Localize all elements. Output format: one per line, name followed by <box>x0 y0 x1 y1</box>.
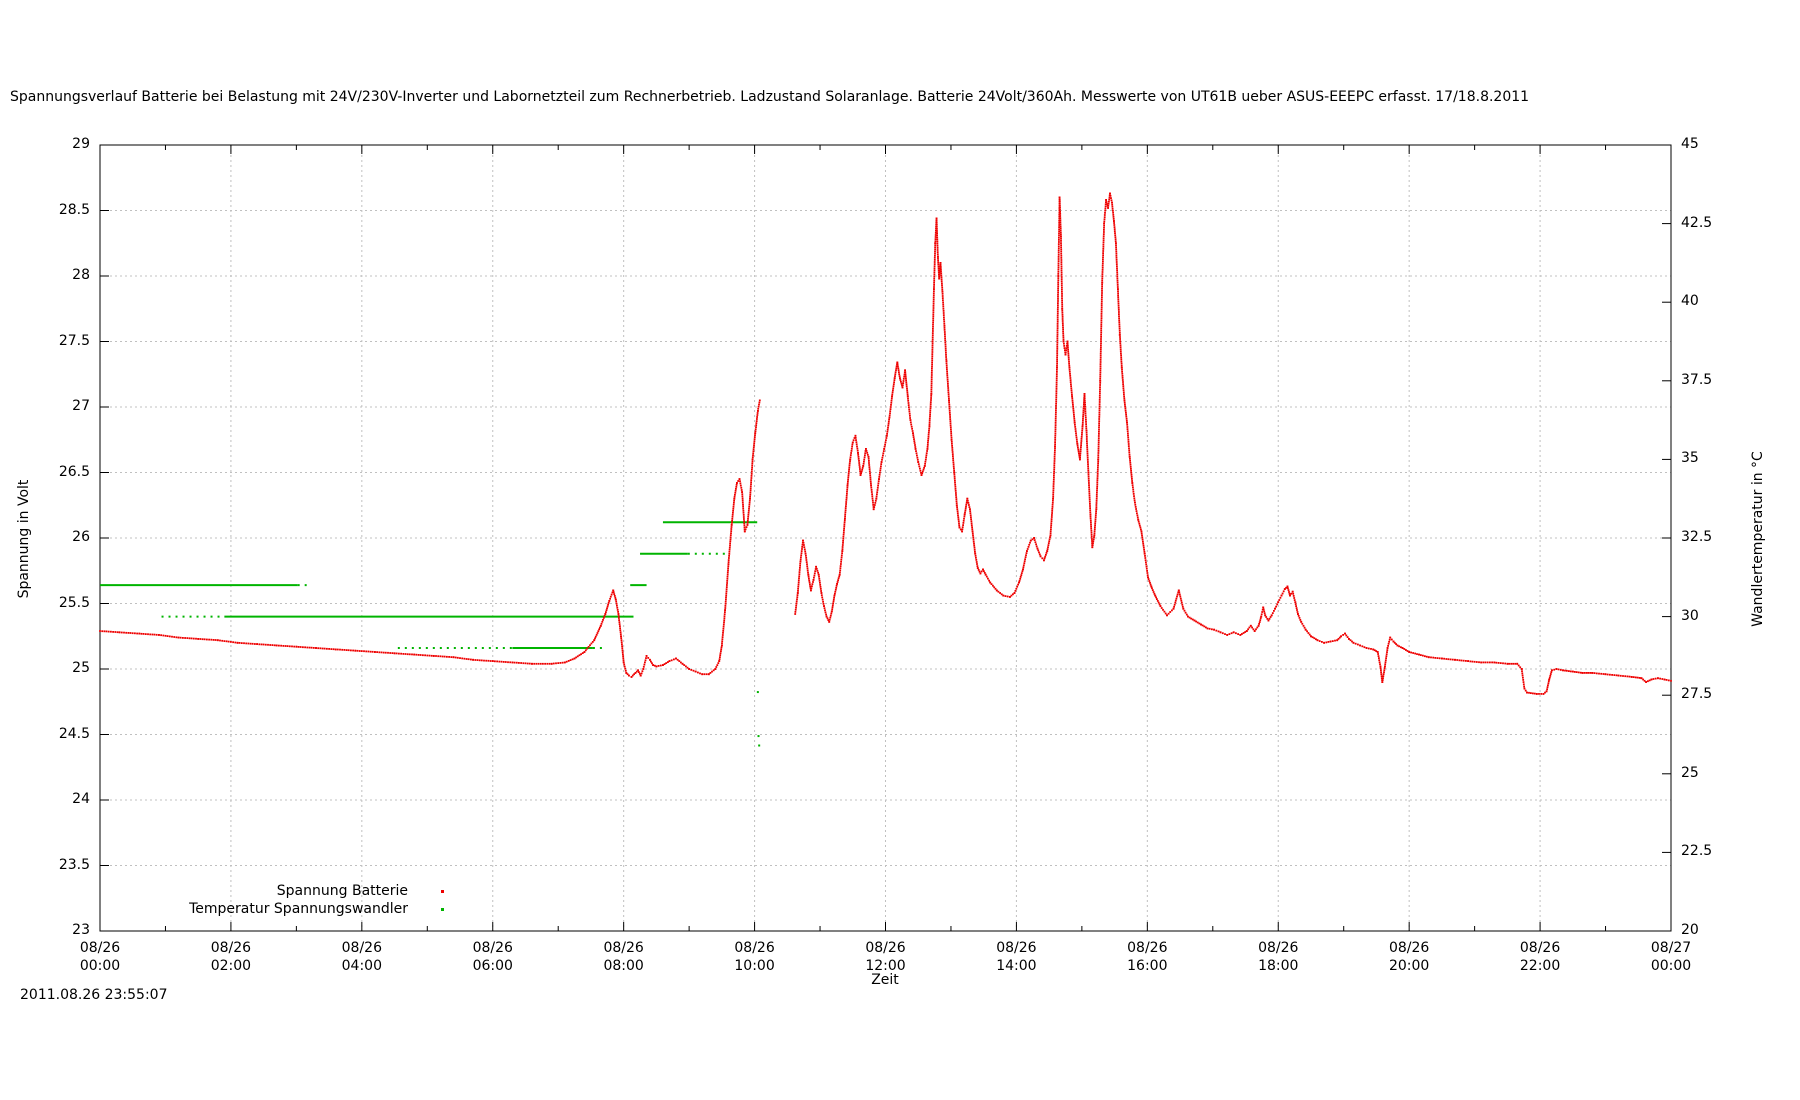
y-right-tick-label: 35 <box>1681 450 1699 467</box>
y-right-tick-label: 25 <box>1681 764 1699 781</box>
x-tick-label: 08/26 10:00 <box>734 940 775 974</box>
y-right-tick-label: 32.5 <box>1681 529 1713 545</box>
x-axis-title: Zeit <box>871 972 899 988</box>
y-right-tick-label: 45 <box>1681 136 1699 152</box>
x-tick-label: 08/26 02:00 <box>210 940 252 974</box>
x-tick-label: 08/26 14:00 <box>996 940 1037 974</box>
y-right-tick-label: 40 <box>1681 293 1699 310</box>
y-axis-right-title: Wandlertemperatur in °C <box>1750 451 1766 627</box>
y-left-tick-label: 25 <box>72 660 90 676</box>
y-left-tick-label: 26.5 <box>58 463 90 480</box>
y-left-tick-label: 24.5 <box>58 725 90 742</box>
y-right-tick-label: 37.5 <box>1681 371 1713 388</box>
x-tick-label: 08/26 00:00 <box>79 940 121 974</box>
legend-entry-temperature: Temperatur Spannungswandler <box>189 901 408 917</box>
y-left-tick-label: 27 <box>72 398 90 414</box>
y-right-tick-label: 22.5 <box>1681 843 1713 860</box>
y-left-tick-label: 29 <box>72 136 90 152</box>
y-left-tick-label: 27.5 <box>58 332 90 349</box>
x-tick-label: 08/26 12:00 <box>865 940 906 974</box>
voltage-legend-dot-icon <box>441 890 444 893</box>
x-tick-label: 08/26 18:00 <box>1258 940 1299 974</box>
x-tick-label: 08/27 00:00 <box>1650 940 1692 974</box>
x-tick-label: 08/26 16:00 <box>1127 940 1168 974</box>
y-left-tick-label: 28.5 <box>58 201 90 218</box>
y-left-tick-label: 24 <box>72 791 90 807</box>
chart-title: Spannungsverlauf Batterie bei Belastung … <box>10 89 1530 105</box>
x-tick-label: 08/26 08:00 <box>603 940 644 974</box>
y-right-tick-label: 42.5 <box>1681 214 1713 231</box>
x-tick-label: 08/26 20:00 <box>1388 940 1430 974</box>
x-tick-label: 08/26 04:00 <box>341 940 382 974</box>
legend-entry-voltage: Spannung Batterie <box>276 883 408 899</box>
y-right-tick-label: 20 <box>1681 922 1699 938</box>
y-left-tick-label: 23.5 <box>58 856 90 873</box>
y-left-tick-label: 25.5 <box>58 594 90 611</box>
y-left-tick-label: 26 <box>72 529 90 545</box>
x-tick-label: 08/26 22:00 <box>1519 940 1561 974</box>
x-tick-label: 08/26 06:00 <box>472 940 513 974</box>
y-left-tick-label: 28 <box>72 267 90 283</box>
y-right-tick-label: 30 <box>1681 607 1699 624</box>
y-left-tick-label: 23 <box>72 922 90 938</box>
temperature-legend-dot-icon <box>441 908 444 911</box>
creation-timestamp: 2011.08.26 23:55:07 <box>20 987 168 1003</box>
y-right-tick-label: 27.5 <box>1681 686 1713 703</box>
